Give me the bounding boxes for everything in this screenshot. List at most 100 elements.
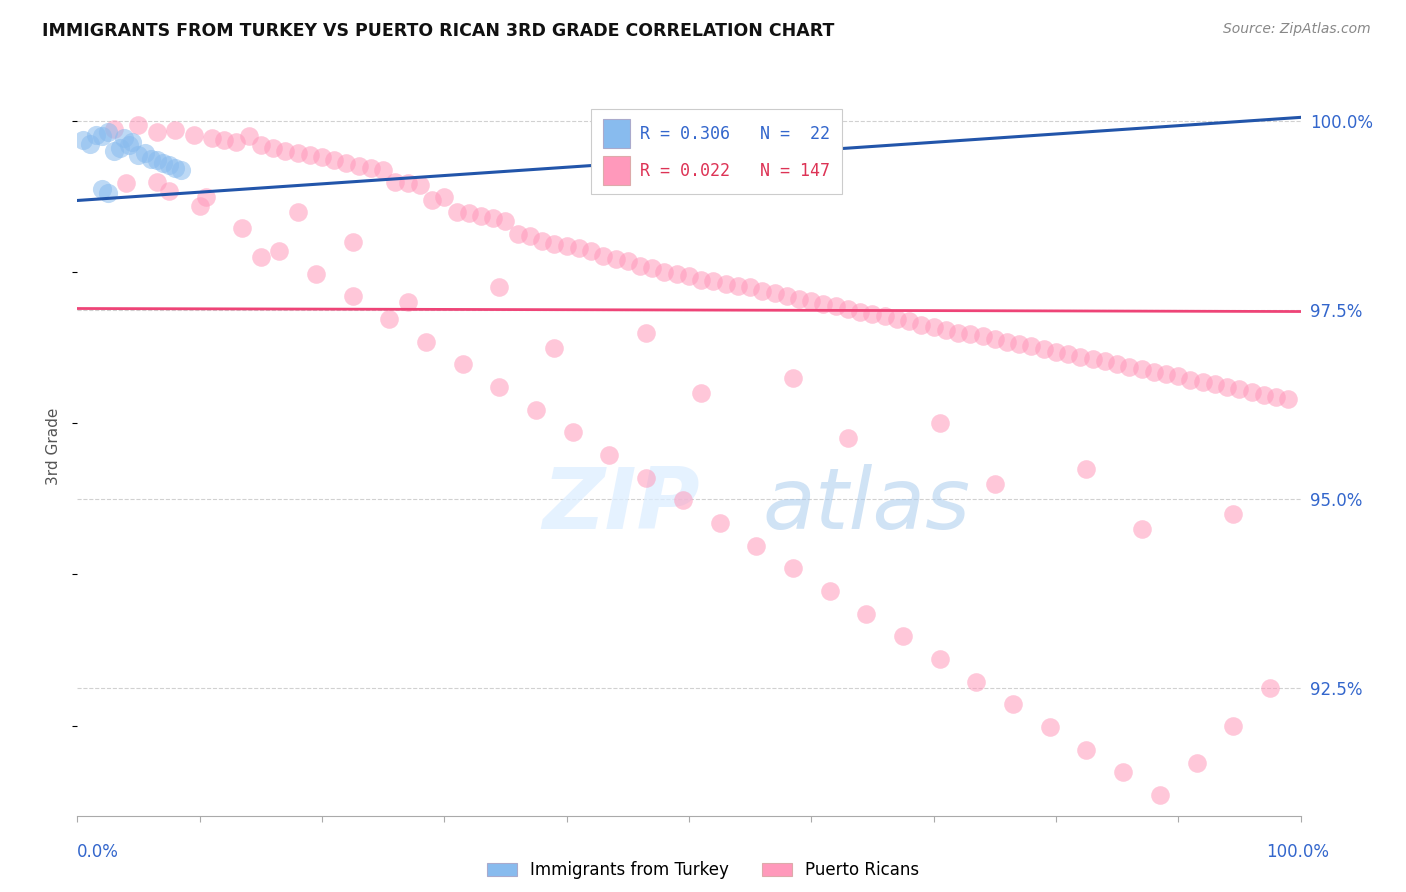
Text: R = 0.306   N =  22: R = 0.306 N = 22	[640, 125, 830, 143]
Point	[922, 319, 945, 334]
Point	[1076, 742, 1098, 756]
Point	[1107, 358, 1129, 372]
Point	[139, 152, 162, 166]
Point	[225, 136, 247, 150]
Point	[157, 158, 180, 172]
Point	[1265, 390, 1288, 404]
Point	[672, 493, 695, 508]
Point	[709, 516, 731, 530]
Point	[787, 292, 810, 306]
Point	[433, 190, 456, 204]
Point	[269, 244, 291, 258]
Point	[250, 138, 273, 153]
Point	[396, 295, 419, 310]
FancyBboxPatch shape	[603, 119, 630, 148]
Point	[488, 380, 510, 394]
Point	[287, 204, 309, 219]
Point	[103, 145, 125, 159]
Point	[702, 274, 724, 288]
Point	[690, 273, 713, 287]
Point	[984, 476, 1007, 491]
Point	[323, 153, 346, 168]
Point	[524, 402, 547, 417]
Point	[592, 249, 614, 263]
Point	[108, 140, 131, 154]
FancyBboxPatch shape	[603, 156, 630, 186]
Point	[482, 211, 505, 225]
Point	[531, 234, 554, 248]
Point	[855, 607, 877, 621]
Text: IMMIGRANTS FROM TURKEY VS PUERTO RICAN 3RD GRADE CORRELATION CHART: IMMIGRANTS FROM TURKEY VS PUERTO RICAN 3…	[42, 22, 835, 40]
Point	[420, 194, 443, 208]
Point	[238, 129, 260, 144]
Point	[543, 236, 565, 251]
Point	[506, 227, 529, 242]
Point	[928, 652, 950, 666]
Point	[568, 241, 591, 255]
Point	[727, 278, 749, 293]
Point	[121, 136, 143, 150]
Point	[818, 584, 841, 599]
Point	[1118, 359, 1140, 374]
Point	[654, 265, 676, 279]
Point	[837, 432, 859, 446]
Point	[378, 312, 401, 326]
Point	[1258, 681, 1281, 695]
Point	[1191, 375, 1213, 389]
Point	[165, 123, 187, 137]
Point	[287, 145, 309, 160]
Point	[782, 371, 804, 385]
Point	[800, 293, 823, 308]
Point	[371, 163, 394, 178]
Point	[84, 128, 107, 142]
Point	[112, 130, 135, 145]
Point	[1185, 756, 1208, 771]
Point	[146, 126, 169, 140]
Point	[347, 160, 370, 174]
Point	[714, 277, 737, 291]
Point	[886, 312, 908, 326]
Point	[740, 280, 762, 294]
Point	[1076, 461, 1098, 475]
Point	[90, 129, 112, 144]
Point	[1130, 362, 1153, 376]
Point	[409, 178, 432, 193]
Point	[1032, 343, 1054, 357]
Point	[152, 155, 174, 169]
Text: 0.0%: 0.0%	[77, 843, 120, 861]
Point	[910, 318, 932, 332]
Point	[543, 341, 565, 355]
Point	[598, 448, 620, 462]
Point	[342, 235, 364, 249]
Point	[617, 254, 640, 268]
Point	[274, 145, 297, 159]
Point	[1277, 392, 1299, 406]
Point	[824, 299, 846, 313]
Point	[115, 176, 138, 190]
Point	[470, 209, 492, 223]
Point	[873, 309, 896, 323]
Point	[1045, 344, 1067, 359]
Point	[183, 128, 205, 142]
Point	[396, 176, 419, 190]
Text: 100.0%: 100.0%	[1265, 843, 1329, 861]
Point	[231, 221, 253, 235]
Legend: Immigrants from Turkey, Puerto Ricans: Immigrants from Turkey, Puerto Ricans	[486, 861, 920, 880]
Point	[745, 539, 768, 553]
Point	[1112, 765, 1135, 780]
Point	[305, 267, 328, 281]
Point	[1143, 365, 1166, 379]
Point	[946, 326, 969, 340]
Point	[194, 190, 217, 204]
Point	[813, 118, 835, 132]
Point	[891, 629, 914, 643]
Point	[555, 239, 578, 253]
Point	[97, 186, 120, 200]
Point	[862, 307, 884, 321]
Point	[787, 114, 810, 128]
Point	[935, 323, 957, 337]
Point	[813, 297, 835, 311]
Point	[103, 121, 125, 136]
Point	[201, 130, 224, 145]
Point	[72, 133, 94, 147]
